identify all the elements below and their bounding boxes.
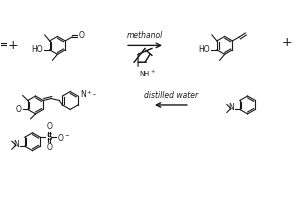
Text: distilled water: distilled water — [144, 91, 198, 100]
Text: N: N — [228, 103, 234, 112]
Text: HO: HO — [198, 45, 210, 54]
Text: HO: HO — [31, 45, 43, 54]
Text: O$^-$: O$^-$ — [57, 132, 70, 143]
Text: methanol: methanol — [127, 31, 163, 40]
Text: NH$^+$: NH$^+$ — [139, 68, 155, 79]
Text: +: + — [282, 36, 292, 49]
Text: +: + — [7, 39, 18, 52]
Text: N: N — [13, 140, 19, 149]
Text: O: O — [46, 122, 52, 131]
Text: O: O — [78, 31, 84, 40]
Text: N$^+$-: N$^+$- — [80, 88, 97, 100]
Text: O: O — [16, 105, 22, 114]
Text: S: S — [46, 133, 52, 142]
Text: O: O — [46, 143, 52, 152]
